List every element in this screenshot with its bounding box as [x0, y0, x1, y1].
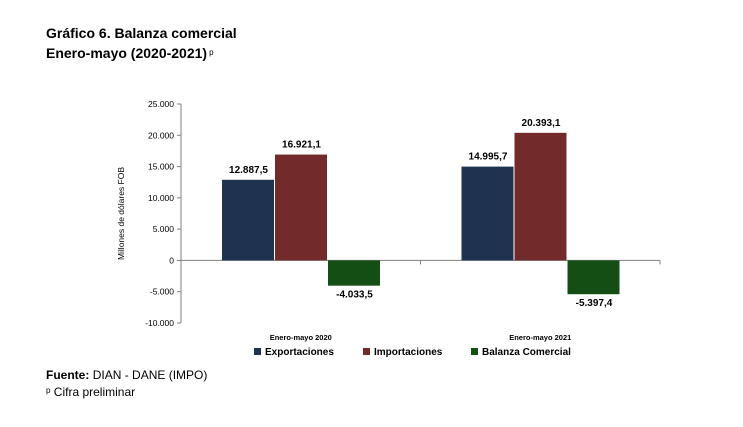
y-tick-label: 15.000	[148, 162, 174, 172]
chart-title-line1: Gráfico 6. Balanza comercial	[46, 25, 237, 41]
source-text: DIAN - DANE (IMPO)	[92, 368, 208, 382]
bar-1-1	[514, 132, 567, 261]
note-mark: p	[46, 386, 51, 395]
chart-title: Gráfico 6. Balanza comercial Enero-mayo …	[46, 24, 237, 63]
data-label: 14.995,7	[469, 152, 508, 163]
data-label: -4.033,5	[336, 290, 373, 301]
data-label: 16.921,1	[282, 140, 321, 151]
y-tick-label: -10.000	[145, 318, 174, 328]
source-line: Fuente: DIAN - DANE (IMPO)	[46, 367, 207, 383]
bar-0-1	[461, 166, 514, 261]
data-label: 20.393,1	[522, 118, 561, 129]
bar-2-0	[328, 260, 380, 286]
data-label: -5.397,4	[576, 298, 613, 309]
source-label: Fuente:	[46, 368, 90, 382]
y-tick-label: 25.000	[148, 99, 174, 109]
chart-title-line2: Enero-mayo (2020-2021)	[46, 45, 208, 61]
y-tick-label: 20.000	[148, 130, 174, 140]
legend-swatch	[254, 348, 261, 355]
preliminary-note: p Cifra preliminar	[46, 383, 207, 400]
legend-label: Importaciones	[374, 347, 443, 358]
legend-label: Balanza Comercial	[482, 347, 571, 358]
x-category-label: Enero-mayo 2020	[270, 333, 332, 342]
legend-label: Exportaciones	[265, 347, 334, 358]
y-tick-label: 0	[169, 255, 174, 265]
y-tick-label: 10.000	[148, 193, 174, 203]
legend-swatch	[471, 348, 478, 355]
bar-1-0	[275, 154, 327, 261]
legend-swatch	[363, 348, 370, 355]
bar-0-0	[222, 179, 274, 261]
preliminary-mark: p	[209, 48, 214, 57]
y-tick-label: -5.000	[150, 287, 174, 297]
chart-title-line2-wrap: Enero-mayo (2020-2021) p	[46, 43, 237, 63]
x-category-label: Enero-mayo 2021	[509, 333, 571, 342]
y-tick-label: 5.000	[153, 224, 175, 234]
y-axis-label: Millones de dólares FOB	[116, 167, 126, 260]
bar-chart: 25.000 20.000 15.000 10.000 5.000 0 -5.000 -10.…	[116, 99, 661, 358]
source-note: Fuente: DIAN - DANE (IMPO) p Cifra preli…	[46, 367, 207, 400]
note-text: Cifra preliminar	[53, 385, 136, 399]
data-label: 12.887,5	[229, 165, 268, 176]
bar-2-1	[567, 260, 620, 295]
